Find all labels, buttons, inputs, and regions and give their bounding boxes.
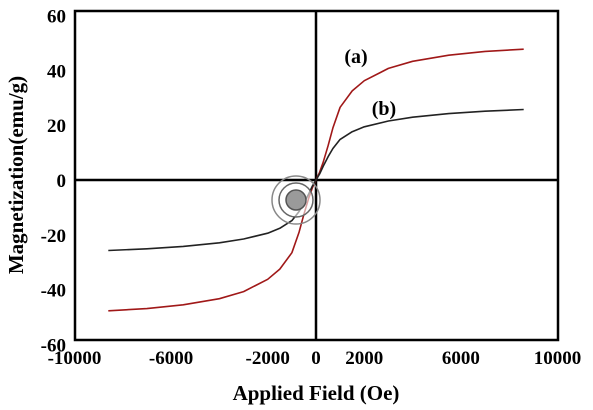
cursor-indicator <box>271 175 321 225</box>
y-tick-label: -20 <box>41 226 66 247</box>
y-tick-label: -60 <box>41 336 66 357</box>
y-axis-label: Magnetization(emu/g) <box>4 76 28 274</box>
x-ticks: -10000 -6000 -2000 0 2000 6000 10000 <box>48 348 582 369</box>
cursor-ring <box>271 175 321 225</box>
x-tick-label: -10000 <box>48 348 102 369</box>
zero-axes <box>75 11 558 340</box>
y-tick-label: -40 <box>41 281 66 302</box>
x-tick-label: -6000 <box>149 348 193 369</box>
y-tick-label: 60 <box>47 6 66 27</box>
y-tick-label: 20 <box>47 116 66 137</box>
x-tick-label: 0 <box>311 348 321 369</box>
series-label-b: (b) <box>372 98 396 120</box>
x-tick-label: 10000 <box>534 348 582 369</box>
series-layer <box>108 48 524 312</box>
y-ticks: 60 40 20 0 -20 -40 -60 <box>41 6 66 356</box>
y-tick-label: 40 <box>47 61 66 82</box>
y-tick-label: 0 <box>57 171 67 192</box>
x-tick-label: 2000 <box>345 348 383 369</box>
series-labels: (a) (b) <box>344 46 396 120</box>
series-line-b <box>108 108 524 252</box>
x-tick-label: 6000 <box>442 348 480 369</box>
series-label-a: (a) <box>344 46 367 68</box>
x-tick-label: -2000 <box>246 348 290 369</box>
cursor-dot <box>285 189 307 211</box>
x-axis-label: Applied Field (Oe) <box>233 381 400 405</box>
